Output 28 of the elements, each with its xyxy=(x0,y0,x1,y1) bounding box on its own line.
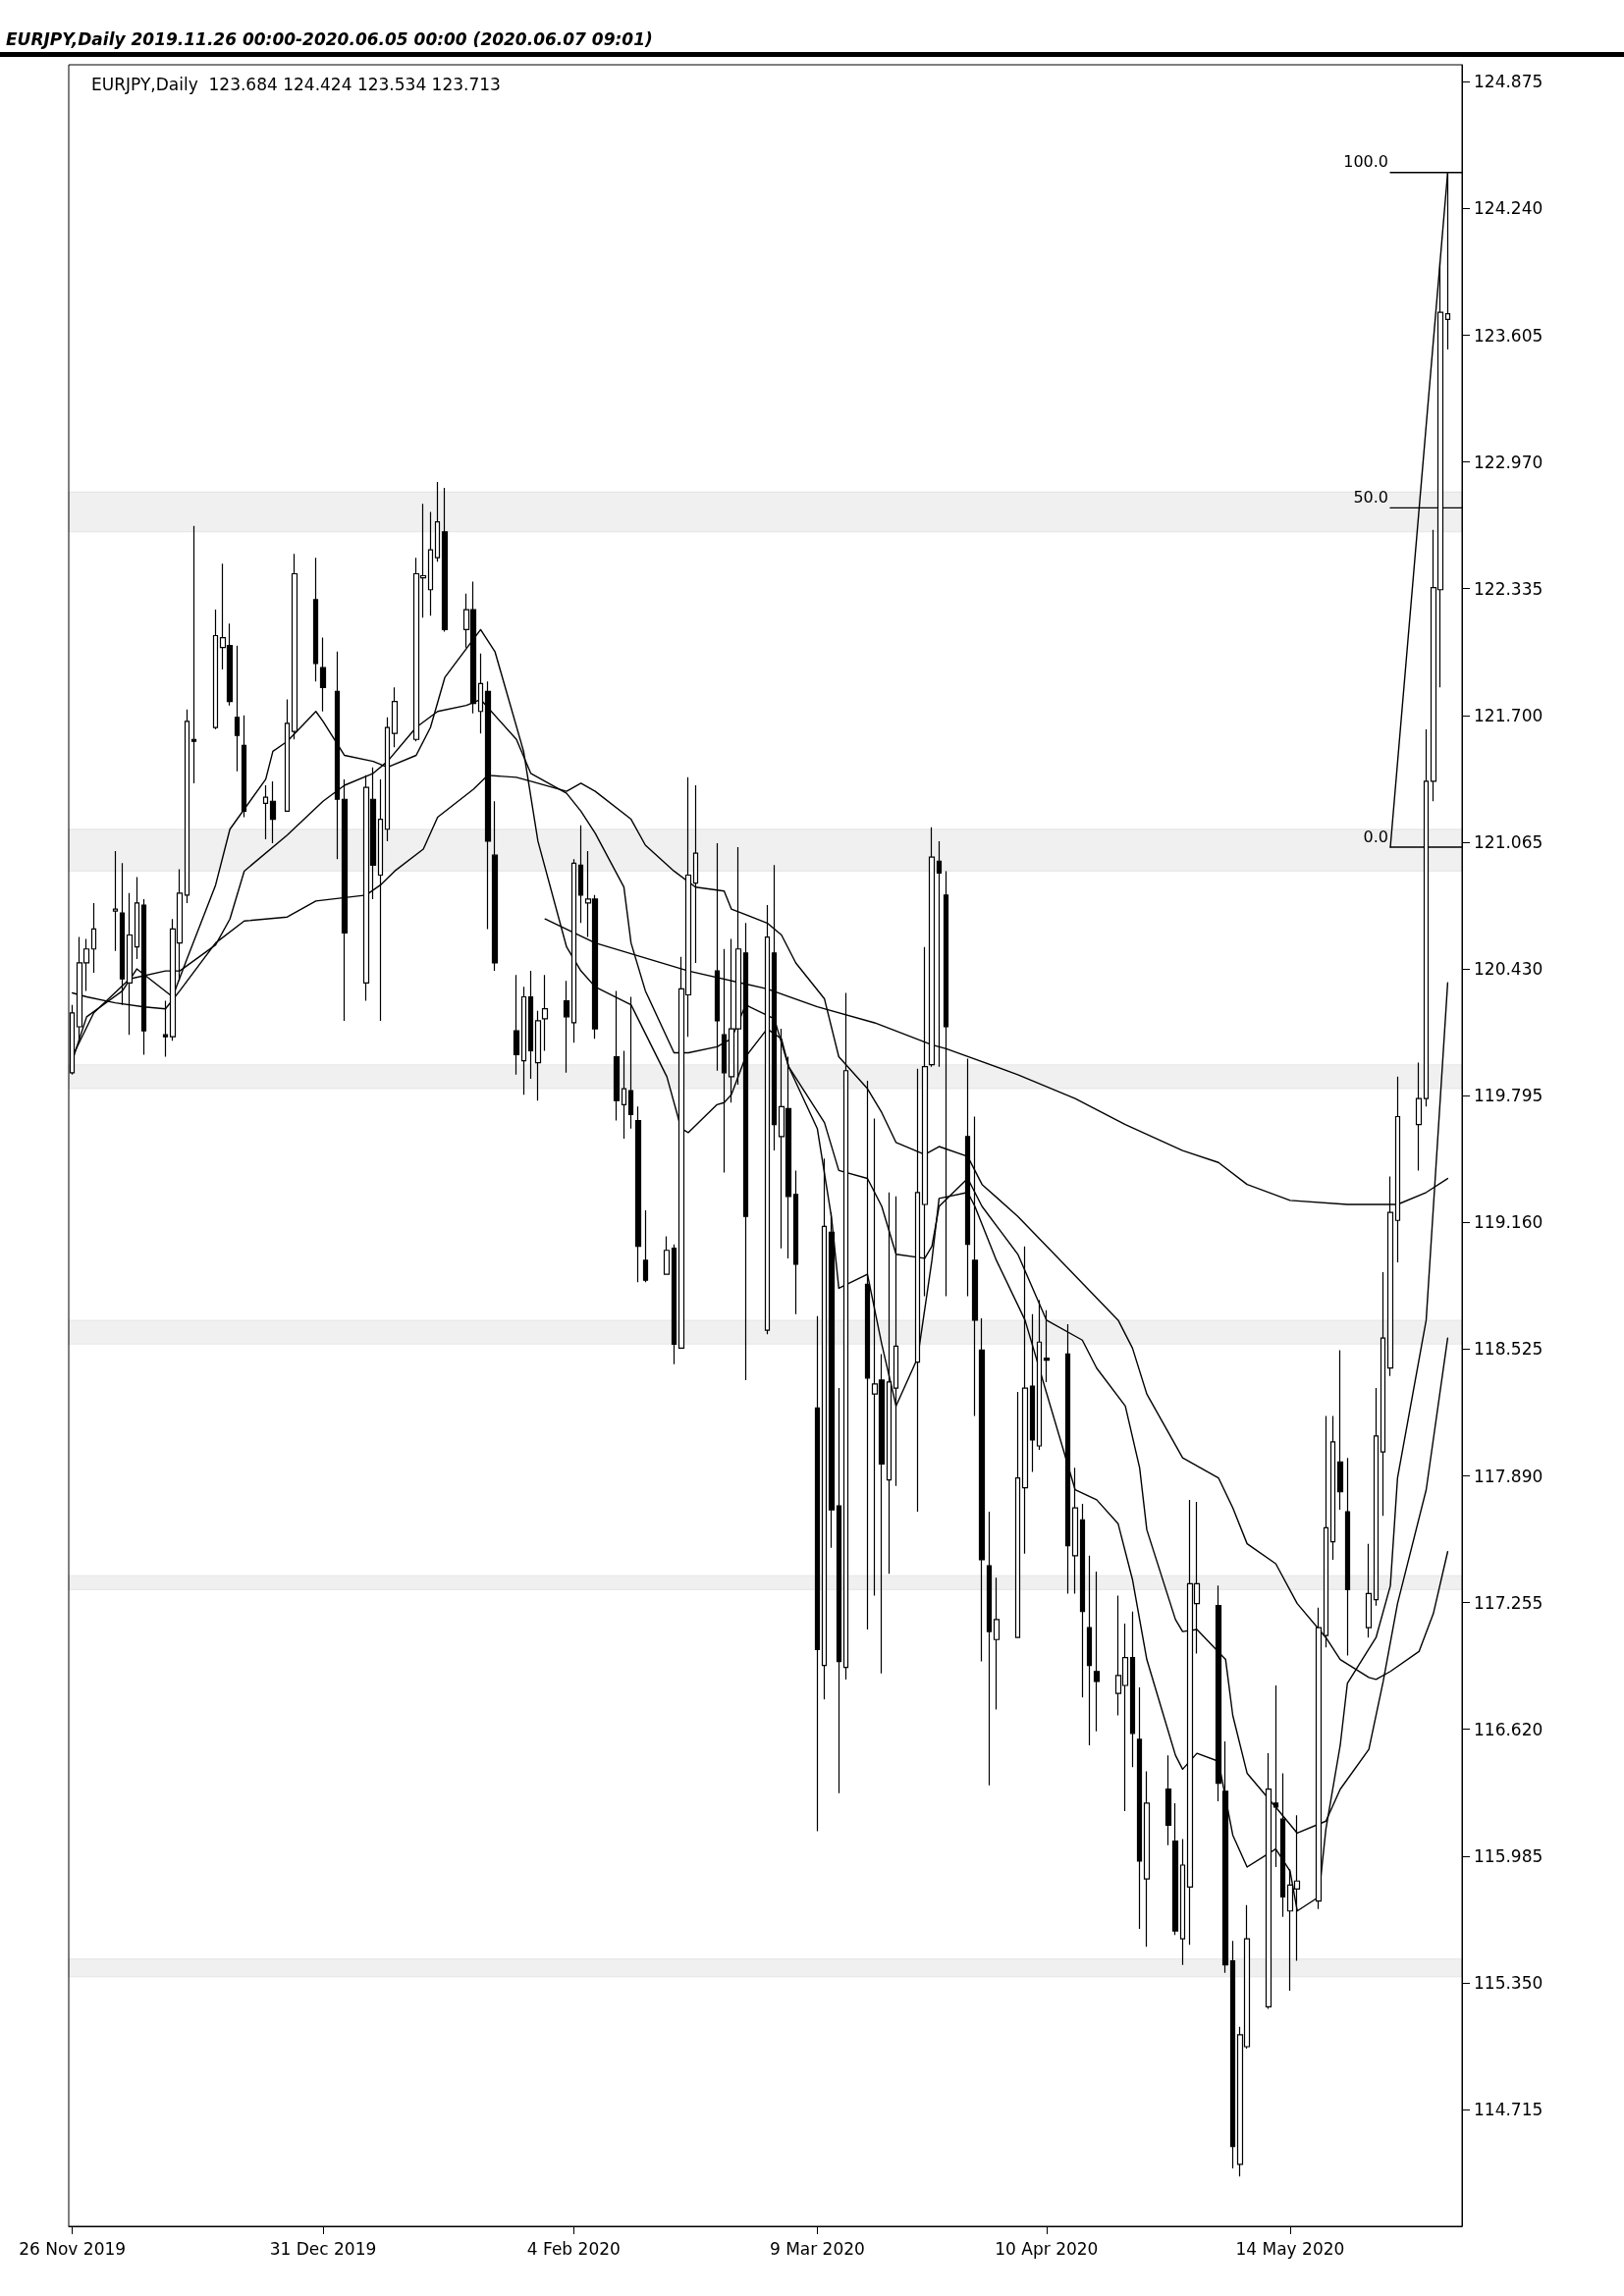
chart-title: EURJPY,Daily 2019.11.26 00:00-2020.06.05 00:00 (2020.06.07 09:01) xyxy=(0,0,1624,57)
y-tick-label: 123.605 xyxy=(1474,325,1543,346)
y-tick-label: 118.525 xyxy=(1474,1339,1543,1360)
x-tick-label: 26 Nov 2019 xyxy=(19,2238,127,2259)
y-tick-label: 115.350 xyxy=(1474,1972,1543,1993)
y-tick-label: 120.430 xyxy=(1474,959,1543,980)
y-tick-label: 122.970 xyxy=(1474,452,1543,472)
x-tick-label: 31 Dec 2019 xyxy=(269,2238,377,2259)
annotation: 0.0 xyxy=(1363,827,1389,846)
annotation: 100.0 xyxy=(1343,152,1389,172)
y-tick-label: 124.875 xyxy=(1474,72,1543,92)
y-tick-label: 116.620 xyxy=(1474,1719,1543,1739)
y-tick-label: 124.240 xyxy=(1474,198,1543,219)
annotation: 50.0 xyxy=(1353,487,1389,507)
y-tick-label: 121.065 xyxy=(1474,831,1543,852)
x-tick-label: 4 Feb 2020 xyxy=(526,2238,621,2259)
y-tick-label: 119.795 xyxy=(1474,1086,1543,1106)
y-tick-label: 122.335 xyxy=(1474,578,1543,599)
y-tick-label: 117.890 xyxy=(1474,1466,1543,1486)
x-tick-label: 9 Mar 2020 xyxy=(769,2238,865,2259)
text: EURJPY,Daily 123.684 124.424 123.534 123.713 xyxy=(91,74,501,94)
y-tick-label: 119.160 xyxy=(1474,1212,1543,1233)
y-tick-label: 117.255 xyxy=(1474,1592,1543,1613)
y-tick-label: 121.700 xyxy=(1474,705,1543,725)
x-tick-label: 14 May 2020 xyxy=(1235,2238,1345,2259)
y-tick-label: 115.985 xyxy=(1474,1845,1543,1866)
x-tick-label: 10 Apr 2020 xyxy=(995,2238,1099,2259)
y-tick-label: 114.715 xyxy=(1474,2100,1543,2120)
